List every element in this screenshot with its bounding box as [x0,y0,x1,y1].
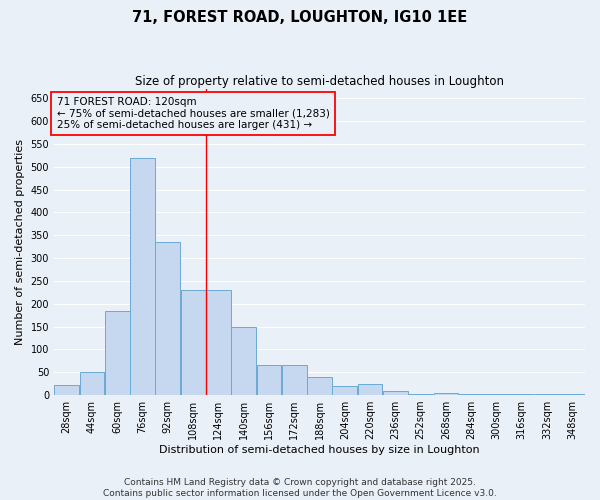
Text: 71, FOREST ROAD, LOUGHTON, IG10 1EE: 71, FOREST ROAD, LOUGHTON, IG10 1EE [133,10,467,25]
Bar [105,310,130,395]
Bar [560,394,585,395]
Bar [130,158,155,395]
X-axis label: Distribution of semi-detached houses by size in Loughton: Distribution of semi-detached houses by … [159,445,480,455]
Bar [80,372,104,395]
Bar [358,384,382,395]
Bar [282,366,307,395]
Bar [509,394,534,395]
Bar [231,326,256,395]
Bar [434,393,458,395]
Bar [181,290,206,395]
Bar [54,385,79,395]
Bar [307,377,332,395]
Title: Size of property relative to semi-detached houses in Loughton: Size of property relative to semi-detach… [135,75,504,88]
Bar [257,366,281,395]
Bar [383,390,408,395]
Bar [155,242,180,395]
Y-axis label: Number of semi-detached properties: Number of semi-detached properties [15,139,25,345]
Text: Contains HM Land Registry data © Crown copyright and database right 2025.
Contai: Contains HM Land Registry data © Crown c… [103,478,497,498]
Bar [408,394,433,395]
Bar [535,394,559,395]
Bar [206,290,231,395]
Bar [484,394,509,395]
Bar [332,386,357,395]
Bar [459,394,484,395]
Text: 71 FOREST ROAD: 120sqm
← 75% of semi-detached houses are smaller (1,283)
25% of : 71 FOREST ROAD: 120sqm ← 75% of semi-det… [56,97,329,130]
